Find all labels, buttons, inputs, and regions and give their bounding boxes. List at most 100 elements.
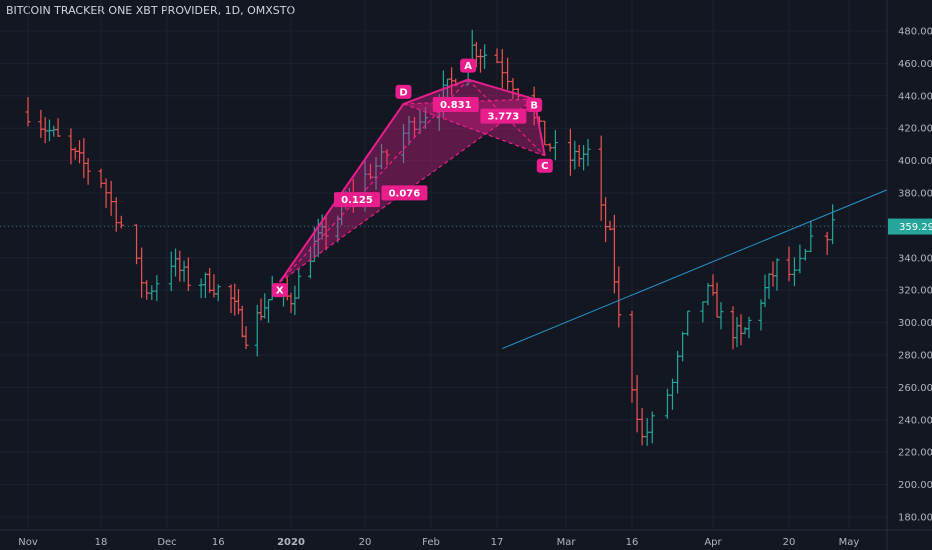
ohlc-bar	[718, 302, 724, 330]
ohlc-bar	[207, 267, 213, 293]
trendline-line[interactable]	[502, 189, 888, 349]
ohlc-bar	[603, 197, 609, 243]
ohlc-bar	[802, 248, 808, 261]
pattern-ratio-label: 0.831	[440, 100, 472, 111]
ohlc-bar	[494, 48, 500, 64]
ohlc-bar	[144, 280, 150, 300]
pattern-ratio-badge	[381, 185, 428, 201]
ohlc-bar	[649, 411, 655, 444]
chart-title: BITCOIN TRACKER ONE XBT PROVIDER, 1D, OM…	[6, 4, 296, 17]
pattern-point-d[interactable]: D	[395, 84, 412, 99]
ohlc-bar	[139, 247, 145, 298]
pattern-point-a[interactable]: A	[460, 58, 477, 73]
y-tick-label: 200.00	[898, 480, 932, 491]
ohlc-bar	[675, 350, 681, 394]
ohlc-bar	[236, 289, 241, 315]
ohlc-bar	[113, 197, 119, 232]
ohlc-bar	[173, 248, 179, 277]
ohlc-bar	[118, 215, 124, 229]
ohlc-bar	[639, 407, 645, 446]
pattern-ratio-1[interactable]: 0.076	[381, 185, 428, 201]
ohlc-bar	[149, 285, 155, 301]
ohlc-bar	[417, 110, 423, 135]
ohlc-bar	[228, 284, 234, 314]
ohlc-bar	[239, 305, 245, 338]
ohlc-bar	[547, 143, 553, 152]
x-tick-label: 16	[626, 537, 639, 548]
pattern-point-c[interactable]: C	[536, 158, 553, 173]
ohlc-bar	[730, 306, 736, 350]
pattern-point-label: D	[399, 87, 407, 98]
ohlc-bar	[664, 388, 670, 419]
ohlc-bar	[55, 118, 61, 137]
ohlc-bar	[808, 220, 814, 253]
pattern-point-label: A	[464, 61, 472, 72]
ohlc-bar	[581, 145, 587, 171]
x-tick-label: Mar	[557, 537, 577, 548]
ohlc-bar	[758, 299, 764, 331]
ohlc-bar	[572, 140, 578, 170]
ohlc-bar	[51, 125, 57, 137]
pattern-point-label: X	[276, 286, 284, 297]
ohlc-bar	[198, 278, 204, 299]
ohlc-bar	[670, 378, 675, 410]
pattern-ratio-3[interactable]: 3.773	[480, 108, 527, 124]
y-tick-label: 440.00	[898, 91, 932, 102]
pattern-ratio-0[interactable]: 0.125	[333, 192, 380, 208]
ohlc-bar	[262, 293, 268, 319]
trendline[interactable]	[502, 189, 888, 349]
ohlc-bar	[700, 301, 706, 323]
ohlc-bar	[98, 168, 104, 189]
grid	[0, 0, 887, 530]
ohlc-bar	[103, 178, 109, 208]
last-price-badge	[888, 218, 932, 235]
y-tick-label: 260.00	[898, 383, 932, 394]
ohlc-bar	[738, 314, 744, 346]
x-tick-label: 16	[212, 537, 225, 548]
pattern-point-x[interactable]: X	[271, 283, 288, 298]
ohlc-bar	[108, 180, 114, 216]
ohlc-bar	[766, 273, 772, 299]
y-tick-label: 280.00	[898, 351, 932, 362]
y-tick-label: 300.00	[898, 318, 932, 329]
ohlc-bar	[77, 140, 83, 164]
ohlc-bar	[423, 106, 428, 130]
pattern-ratio-label: 3.773	[488, 112, 520, 123]
y-tick-label: 480.00	[898, 27, 932, 38]
ohlc-bar	[266, 299, 271, 323]
pattern-point-badge	[395, 84, 412, 99]
ohlc-bar	[552, 130, 558, 161]
ohlc-bar	[181, 260, 187, 282]
ohlc-bar	[629, 310, 635, 403]
pattern-ratio-2[interactable]: 0.831	[432, 96, 479, 112]
x-tick-label: 17	[491, 537, 504, 548]
last-price-tag: 359.29	[888, 218, 932, 235]
ohlc-bars	[25, 29, 836, 446]
ohlc-bar	[185, 257, 191, 291]
pattern-point-b[interactable]: B	[526, 98, 543, 113]
y-tick-label: 180.00	[898, 513, 932, 524]
pattern-point-badge	[460, 58, 477, 73]
ohlc-bar	[211, 274, 217, 298]
pattern-ratio-label: 0.076	[389, 188, 421, 199]
ohlc-bar	[68, 128, 74, 165]
last-price-label: 359.29	[899, 222, 932, 233]
ohlc-bar	[797, 244, 803, 274]
ohlc-bar	[379, 144, 384, 170]
x-tick-label: Dec	[157, 537, 176, 548]
ohlc-bar	[634, 375, 640, 433]
ohlc-bar	[42, 117, 48, 144]
x-tick-label: 20	[783, 537, 796, 548]
harmonic-pattern[interactable]: X D A B C 0.125 0.076 0.831 3.773	[271, 58, 553, 298]
ohlc-bar	[154, 275, 160, 302]
ohlc-bar	[746, 316, 752, 339]
pattern-ratio-badge	[432, 96, 479, 112]
y-tick-label: 240.00	[898, 415, 932, 426]
ohlc-bar	[598, 135, 604, 221]
ohlc-bar	[685, 310, 691, 336]
ohlc-bar	[38, 109, 44, 138]
ohlc-bar	[786, 246, 792, 282]
ohlc-bar	[401, 124, 406, 164]
